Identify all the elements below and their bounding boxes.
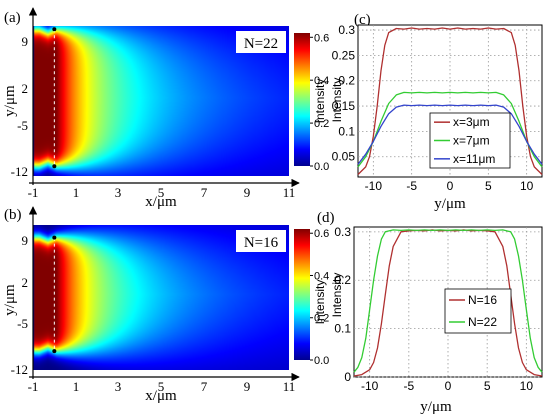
y-tick-label: 0.3 [338,23,355,37]
y-tick-label: -5 [17,118,28,133]
series-line-2 [353,229,543,373]
x-tick-label: -10 [365,179,383,193]
heatmap-a-marks [28,7,300,188]
legend-entry: x=11μm [453,152,495,166]
colorbar-ticks-b: 0.0 0.2 0.4 0.6 [310,228,329,367]
heatmap-b-marks [28,206,300,382]
annotation-b: N=16 [244,235,279,251]
colorbar-tick-label: 0.0 [314,161,329,173]
y-tick-label: 0.15 [332,99,356,113]
x-tick-label: 10 [520,379,534,393]
annotation-a: N=22 [244,36,278,52]
x-axis-label-b: x/μm [145,388,177,404]
colorbar-tick-label: 0.0 [314,355,329,367]
y-tick-label: 2 [22,275,29,290]
x-tick-label: -5 [403,379,414,393]
y-tick-label: 2 [22,81,29,96]
x-tick-label: 9 [244,379,251,394]
x-tick-label: 7 [201,379,208,394]
y-axis-label: Intensity [313,79,327,124]
legend-box [444,288,512,334]
y-tick-label: 0.3 [334,225,351,239]
source-tip-bottom [52,164,57,169]
annotation-b-box [236,230,286,252]
source-tip-top [52,27,57,32]
panel-c: (c) -10 -5 0 5 100.050.10.150.20.250.3Intens… [313,12,543,212]
y-tick-label: -12 [11,362,28,377]
y-tick-label: 0.1 [334,322,351,336]
x-axis-label-a: x/μm [145,194,177,210]
y-tick-label: -12 [11,164,28,179]
colorbar-tick-label: 0.4 [314,270,329,282]
x-tick-label: 1 [73,379,80,394]
panel-label-b: (b) [4,207,22,223]
x-tick-label: 9 [244,185,251,200]
y-tick-label: 0.2 [334,273,351,287]
x-tick-label: 7 [201,185,208,200]
x-tick-label: 3 [115,379,122,394]
y-tick-label: 9 [22,34,29,49]
x-tick-label: 11 [283,379,296,394]
x-tick-labels-a: -1 1 3 5 7 9 11 [28,185,296,200]
x-tick-labels-b: -1 1 3 5 7 9 11 [28,379,296,394]
x-tick-label: 5 [158,185,165,200]
colorbar-tick-label: 0.2 [314,313,329,325]
y-tick-label: 0.05 [332,150,356,164]
x-tick-label: 0 [445,379,452,393]
legend-entry: N=16 [468,293,497,307]
panel-label-a: (a) [4,10,21,26]
colorbar-tick-label: 0.2 [314,118,329,130]
legend-entry: x=3μm [453,115,490,129]
y-tick-label: 0.25 [332,48,356,62]
x-axis-label-d: y/μm [420,399,452,415]
colorbar-ticks-a: 0.0 0.2 0.4 0.6 [310,32,329,173]
x-tick-label: 1 [73,185,80,200]
panel-label-d: (d) [317,210,335,226]
panel-label-c: (c) [354,12,371,28]
y-tick-label: 0.2 [338,74,355,88]
colorbar-b [294,229,310,360]
line-plot-d: -10 -5 0 5 10 0 0.1 0.2 0.3 Intensity N=16 N=22 [313,225,543,393]
source-tip-bottom [52,349,57,354]
y-tick-labels-b: 9 2 -5 -12 [11,233,28,377]
x-tick-label: 11 [283,185,296,200]
legend-entry: N=22 [468,315,497,329]
source-tip-top [52,235,57,240]
x-tick-label: 5 [484,379,491,393]
colorbar-tick-label: 0.6 [314,32,329,44]
y-axis-label-a: y/μm [2,85,18,117]
x-tick-label: -5 [406,179,417,193]
y-tick-label: -5 [17,316,28,331]
series-line-1 [357,27,543,175]
colorbar-label-b: Intensity [330,273,344,318]
colorbar-tick-label: 0.6 [314,228,329,240]
y-tick-label: 0.1 [338,124,355,138]
x-axis-label-c: y/μm [434,196,466,212]
panel-d: (d) -10 -5 0 5 10 0 0.1 0.2 0.3 Intensity N=16 N=22… [313,210,543,415]
colorbar-tick-label: 0.4 [314,75,329,87]
annotation-a-box [236,31,286,53]
series-line-3 [357,104,543,165]
y-tick-labels-a: 9 2 -5 -12 [11,34,28,179]
panel-a: N=22 (a) x/μm y/μm -1 1 3 5 7 9 11 9 2 -5 -12 0.0… [2,7,344,210]
x-tick-label: 3 [115,185,122,200]
x-tick-label: -10 [361,379,379,393]
panel-b: N=16 (b) x/μm y/μm -1 1 3 5 7 9 11 9 2 -5 -12 0.0… [2,206,344,404]
x-tick-label: 5 [485,179,492,193]
colorbar-label-a: Intensity [330,78,344,123]
x-tick-label: -1 [28,379,39,394]
x-tick-label: 10 [520,179,534,193]
y-axis-label: Intensity [313,280,327,325]
y-axis-label-b: y/μm [2,284,18,316]
x-tick-label: 5 [158,379,165,394]
legend-entry: x=7μm [453,134,490,148]
x-tick-label: -1 [28,185,39,200]
y-tick-label: 0 [344,370,351,384]
series-line-2 [357,91,543,168]
colorbar-a [294,33,310,166]
x-tick-label: 0 [447,179,454,193]
y-tick-label: 9 [22,233,29,248]
